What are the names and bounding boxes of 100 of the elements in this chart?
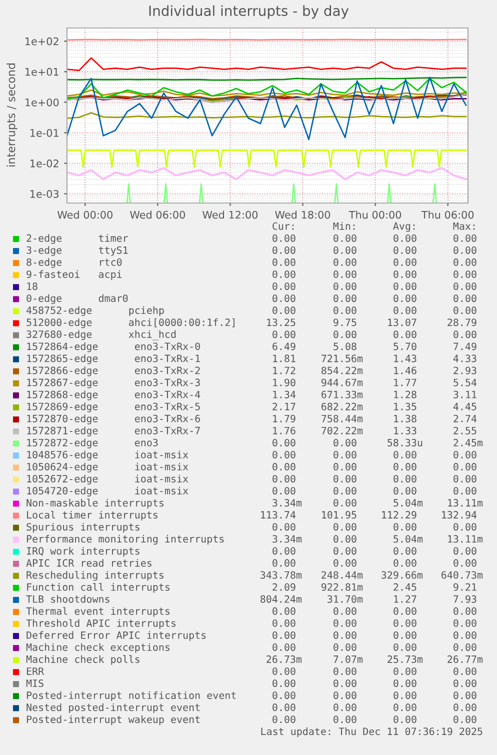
text: 721.56m (322, 354, 363, 362)
legend-label: Threshold APIC interrupts (26, 619, 176, 629)
text: 0.00 (334, 234, 356, 242)
text: 0.00 (394, 246, 416, 254)
text: 0.00 (272, 667, 296, 676)
text: 0.00 (272, 474, 296, 483)
text: 0.00 (454, 607, 476, 615)
legend-label: 1572864-edge eno3-TxRx-0 (27, 342, 200, 352)
text: 0.00 (334, 704, 356, 712)
text: 2.74 (454, 414, 477, 422)
text: 0.00 (334, 462, 356, 470)
text: 28.79 (448, 318, 476, 326)
legend-label: ERR (26, 668, 44, 675)
text: 9.21 (454, 583, 476, 591)
text: 702.22m (322, 426, 363, 434)
text: 132.94 (442, 511, 477, 519)
text: 640.73m (442, 571, 483, 579)
text: 25.73m (388, 655, 423, 663)
legend-label: 0-edge dmar0 (26, 294, 128, 304)
text: 0.00 (272, 523, 296, 531)
text: 0.00 (334, 667, 356, 676)
legend-label: 458752-edge pciehp (26, 306, 164, 316)
text: 0.00 (454, 619, 476, 627)
legend-label: 8-edge rtc0 (26, 258, 122, 268)
text: 0.00 (272, 234, 296, 242)
text: 0.00 (454, 704, 476, 712)
text: 0.00 (394, 258, 416, 266)
text: 0.00 (394, 667, 416, 676)
text: 0.00 (394, 607, 416, 615)
text: 1.38 (394, 414, 416, 422)
legend-label: 1048576-edge ioat-msix (27, 450, 188, 460)
text: 0.00 (334, 607, 356, 615)
text: 2.45 (394, 583, 416, 591)
legend-label: Non-maskable interrupts (26, 498, 164, 509)
x-tick-label: Wed 18:00 (275, 210, 330, 219)
text: 0.00 (272, 559, 296, 567)
text: Cur: (272, 222, 294, 230)
text: 2.93 (454, 366, 476, 374)
text: 26.73m (266, 655, 302, 663)
text: 0.00 (454, 643, 476, 651)
text: 1.43 (394, 354, 416, 362)
legend-label: Rescheduling interrupts (26, 570, 164, 581)
legend-label: APIC ICR read retries (26, 558, 152, 567)
text: Avg: (393, 222, 415, 232)
text: 4.45 (453, 402, 476, 410)
text: 1.33 (394, 426, 416, 434)
legend-label: 1052672-edge ioat-msix (27, 474, 188, 484)
text: 112.29 (382, 511, 416, 519)
text: 0.00 (272, 282, 296, 290)
x-tick-label: Wed 06:00 (130, 210, 186, 219)
text: 0.00 (394, 631, 416, 639)
text: 0.00 (394, 523, 416, 531)
text: 113.74 (261, 511, 296, 519)
text: 0.00 (334, 716, 356, 724)
text: 0.00 (394, 330, 416, 338)
text: 0.00 (454, 716, 476, 724)
text: 0.00 (454, 246, 476, 254)
text: 0.00 (334, 438, 356, 446)
text: 0.00 (334, 547, 356, 555)
text: 0.00 (272, 258, 296, 266)
text: 0.00 (454, 474, 476, 483)
text: 0.00 (272, 294, 296, 302)
text: 13.07 (388, 318, 416, 326)
legend-label: Performance monitoring interrupts (26, 534, 224, 545)
text: 0.00 (394, 643, 416, 651)
text: 0.00 (454, 306, 476, 314)
text: 0.00 (334, 535, 356, 543)
legend-label: 1572872-edge eno3 (27, 438, 158, 448)
text: 0.00 (394, 547, 416, 555)
text: 5.08 (334, 342, 356, 350)
text: 4.33 (453, 354, 476, 362)
text: 9.75 (334, 318, 356, 326)
text: 2.17 (272, 402, 296, 410)
text: 0.00 (334, 474, 356, 483)
text: 31.70m (328, 595, 363, 603)
text: 0.00 (454, 523, 476, 531)
text: 0.00 (394, 270, 416, 278)
legend-label: 327680-edge xhci_hcd (26, 330, 176, 340)
text: 0.00 (394, 679, 416, 688)
text: 0.00 (454, 282, 476, 290)
legend-label: 9-fasteoi acpi (26, 270, 122, 280)
text: 0.00 (394, 474, 416, 483)
legend-label: 1572867-edge eno3-TxRx-3 (27, 378, 200, 388)
text: 0.00 (334, 270, 356, 278)
text: 0.00 (334, 306, 356, 314)
text: 0.00 (334, 499, 356, 507)
text: 0.00 (272, 306, 296, 314)
legend-label: Thermal event interrupts (26, 607, 170, 617)
text: 0.00 (454, 631, 476, 639)
text: 1.34 (273, 390, 296, 398)
text: 7.49 (454, 342, 476, 350)
text: 0.00 (334, 631, 356, 639)
text: 0.00 (394, 619, 416, 627)
text: 0.00 (272, 643, 296, 651)
text: 0.00 (454, 462, 476, 470)
legend-label: 512000-edge ahci[0000:00:1f.2] (26, 318, 234, 328)
text: Last update: Thu Dec 11 07:36:19 2025 (261, 727, 482, 738)
text: 0.00 (334, 258, 356, 266)
text: 0.00 (454, 234, 476, 242)
text: 1.28 (394, 390, 416, 398)
